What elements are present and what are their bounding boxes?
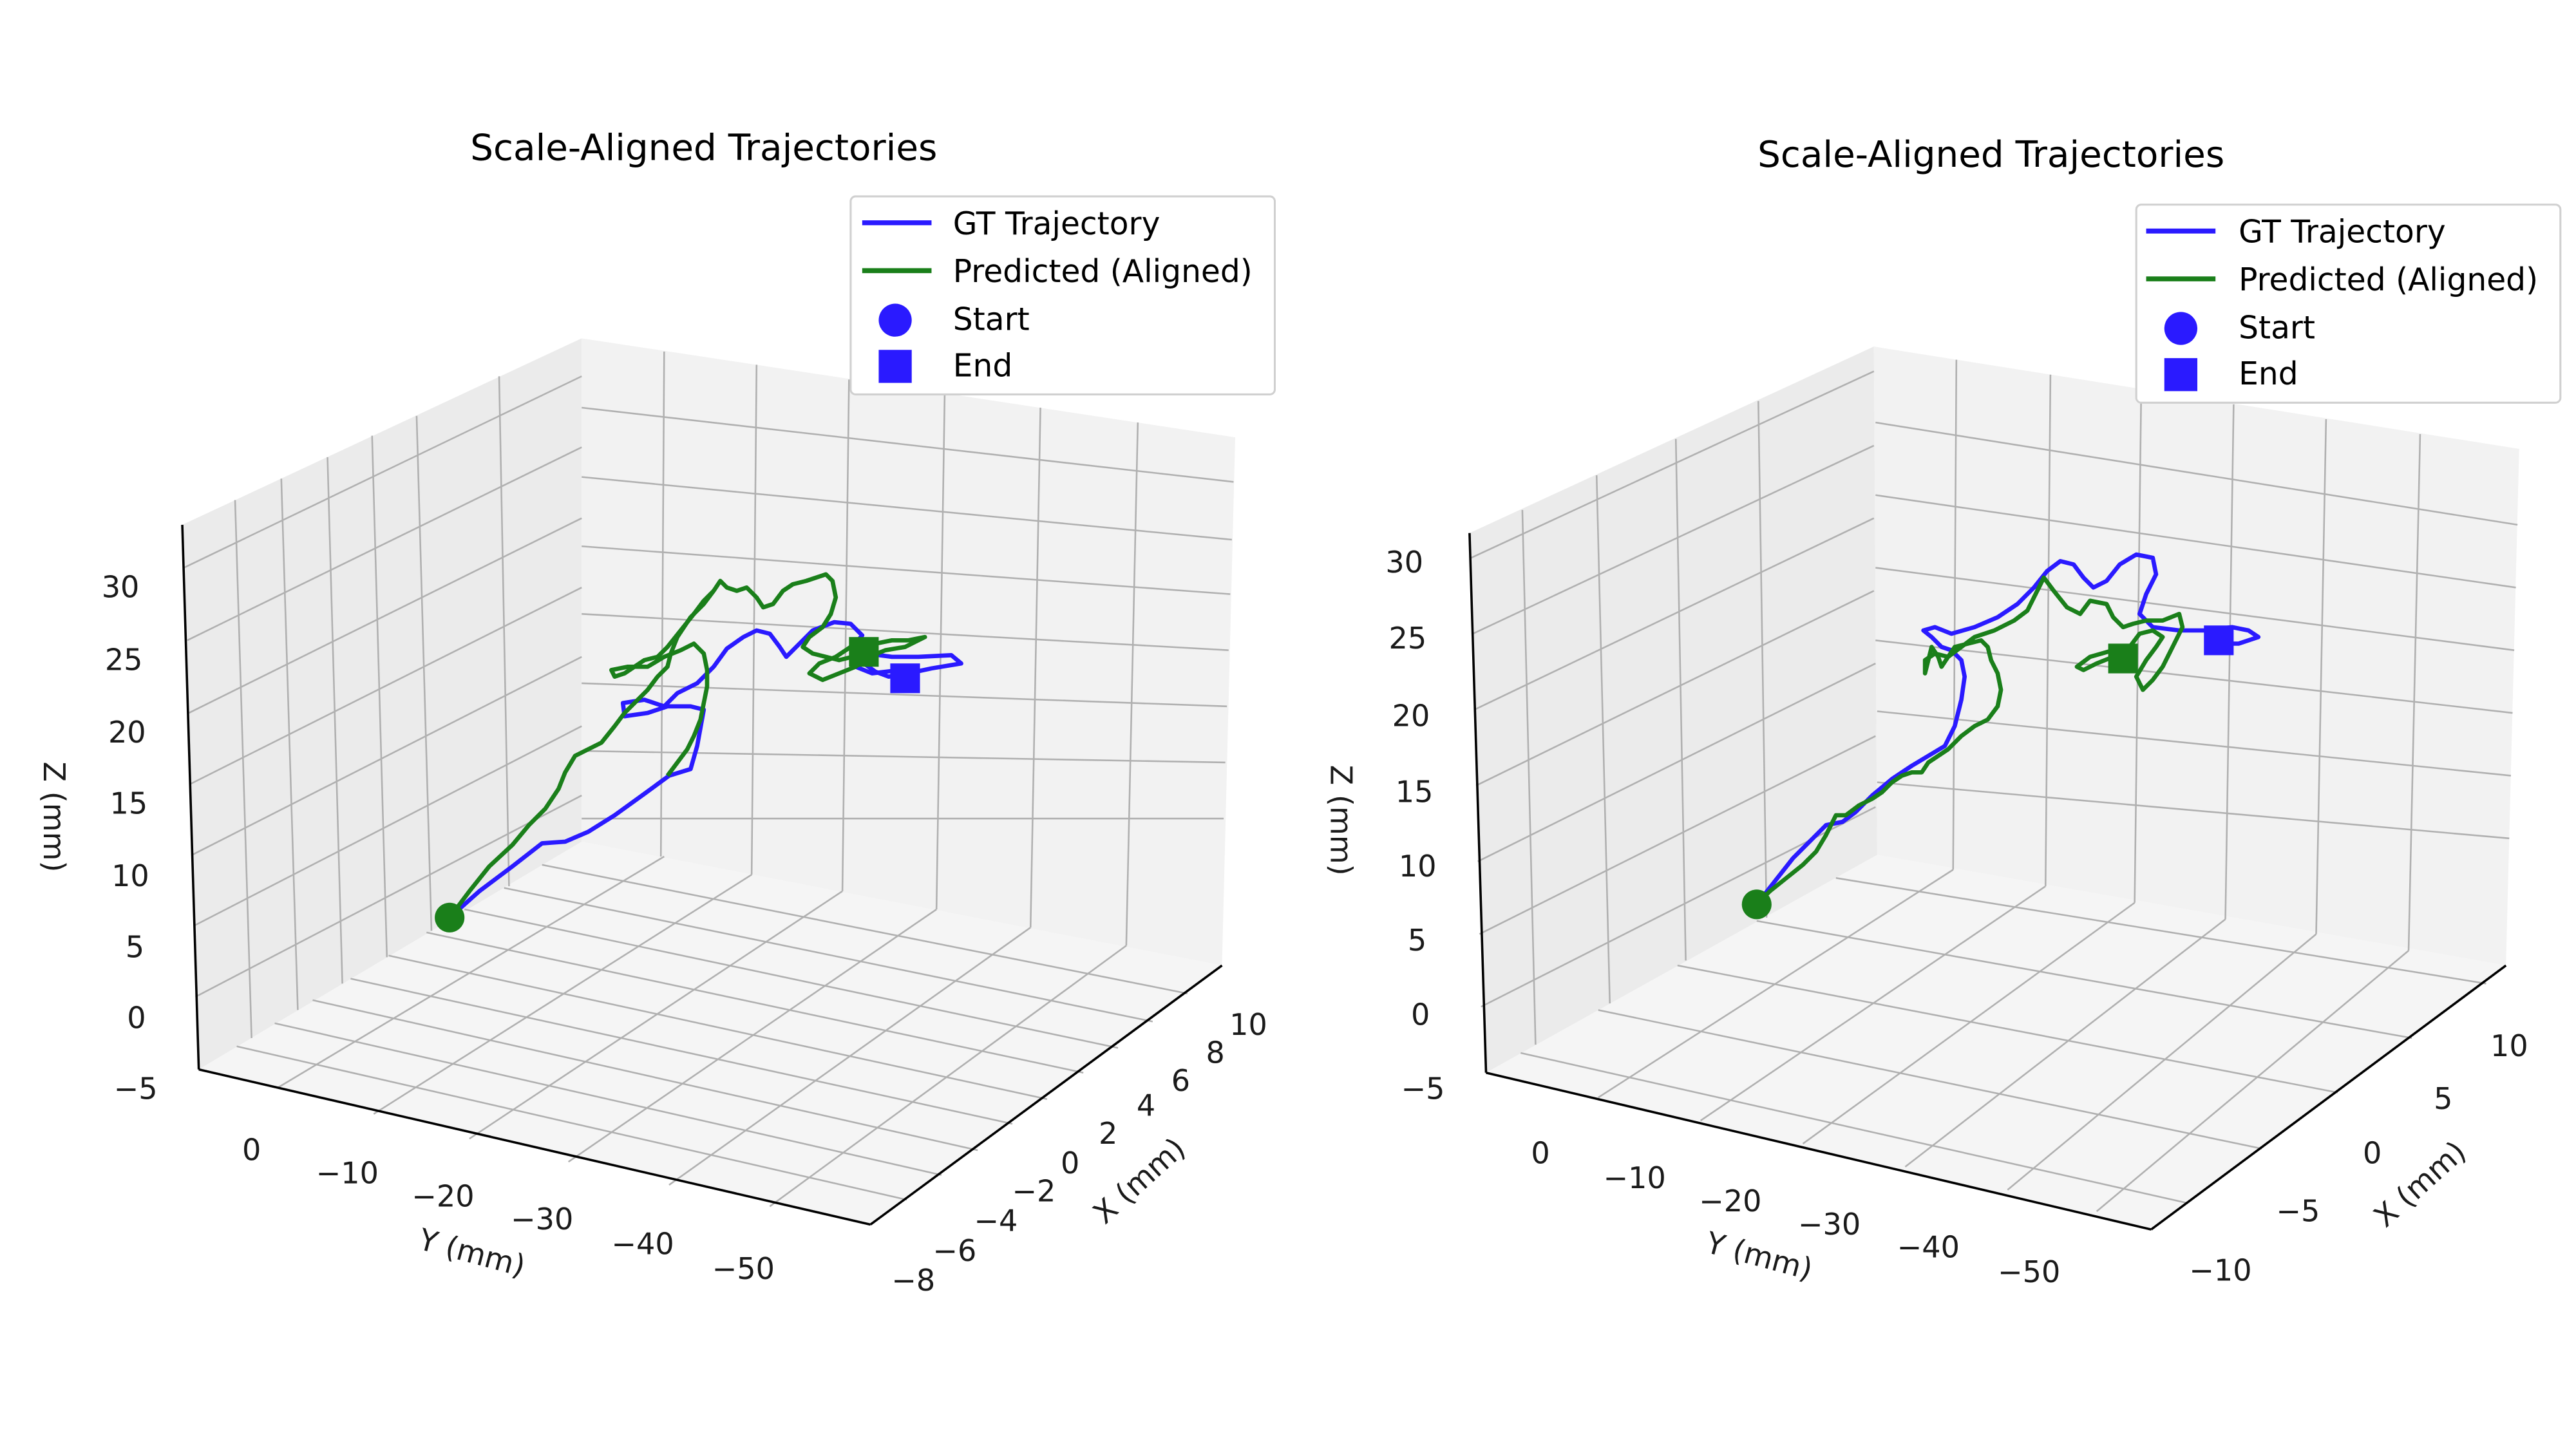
svg-text:5: 5	[126, 929, 144, 964]
svg-text:5: 5	[2434, 1081, 2452, 1116]
legend: GT Trajectory Predicted (Aligned) Start …	[849, 195, 1276, 396]
svg-text:0: 0	[127, 1001, 146, 1036]
svg-text:−20: −20	[1699, 1184, 1761, 1218]
end-marker-gt	[2204, 625, 2234, 656]
plot-right: Scale-Aligned Trajectories	[1324, 134, 2562, 1290]
pane-back	[582, 338, 1235, 966]
legend-start-label: Start	[953, 302, 1030, 338]
svg-text:−30: −30	[511, 1202, 573, 1236]
predicted-trajectory-branch	[609, 589, 715, 777]
legend-pred-label: Predicted (Aligned)	[2239, 262, 2538, 298]
svg-text:0: 0	[1411, 997, 1430, 1032]
svg-text:0: 0	[2363, 1136, 2382, 1171]
legend-end-label: End	[2239, 356, 2298, 392]
start-marker	[1741, 889, 1772, 920]
y-tick-labels: 0 −10 −20 −30 −40 −50	[242, 1133, 775, 1287]
svg-text:0: 0	[1061, 1146, 1079, 1180]
predicted-trajectory-line	[448, 572, 927, 919]
grid-lines	[1470, 359, 2518, 1212]
svg-text:−20: −20	[412, 1179, 474, 1213]
svg-text:20: 20	[108, 715, 146, 750]
x-axis-label: X (mm)	[2367, 1134, 2473, 1234]
legend-start-swatch	[878, 303, 912, 337]
svg-text:5: 5	[1408, 923, 1426, 958]
plot-title: Scale-Aligned Trajectories	[1757, 134, 2224, 176]
legend-start-swatch	[2164, 312, 2198, 345]
z-axis	[1468, 533, 1488, 1073]
z-tick-labels: 30 25 20 15 10 5 0 −5	[1385, 545, 1444, 1106]
svg-text:8: 8	[1206, 1035, 1225, 1070]
plot-left: Scale-Aligned Trajectories	[37, 128, 1276, 1298]
svg-text:10: 10	[1399, 849, 1437, 884]
gt-trajectory-line	[448, 620, 963, 920]
svg-text:−2: −2	[1012, 1174, 1056, 1209]
svg-text:−10: −10	[2189, 1253, 2251, 1288]
svg-text:30: 30	[1385, 545, 1423, 580]
pane-floor	[1486, 855, 2506, 1230]
svg-text:25: 25	[1389, 621, 1427, 656]
end-marker-pred	[2108, 643, 2138, 674]
svg-text:−50: −50	[1998, 1255, 2060, 1289]
svg-text:6: 6	[1171, 1063, 1190, 1098]
y-axis	[1486, 1071, 2152, 1231]
legend-end-swatch	[878, 350, 912, 383]
legend-gt-label: GT Trajectory	[2239, 214, 2446, 251]
svg-text:−40: −40	[611, 1227, 674, 1262]
svg-text:10: 10	[1229, 1007, 1267, 1042]
x-tick-labels: −8 −6 −4 −2 0 2 4 6 8 10	[891, 1007, 1267, 1298]
pane-floor	[198, 841, 1222, 1225]
svg-text:−5: −5	[114, 1072, 158, 1106]
pane-left	[1469, 346, 1877, 1073]
x-tick-labels: −10 −5 0 5 10	[2189, 1028, 2528, 1288]
legend-gt-label: GT Trajectory	[953, 206, 1160, 242]
svg-text:30: 30	[102, 570, 140, 605]
svg-text:−30: −30	[1798, 1207, 1861, 1242]
z-axis	[181, 524, 200, 1070]
svg-text:−6: −6	[933, 1233, 976, 1268]
y-axis	[198, 1068, 871, 1226]
svg-text:0: 0	[1531, 1136, 1549, 1171]
svg-text:4: 4	[1137, 1088, 1155, 1122]
svg-text:−5: −5	[1401, 1072, 1444, 1106]
legend-start-label: Start	[2239, 310, 2315, 346]
end-marker-pred	[849, 637, 879, 667]
svg-text:15: 15	[110, 786, 148, 820]
start-marker	[435, 902, 465, 933]
svg-text:10: 10	[2490, 1028, 2528, 1063]
plot-title: Scale-Aligned Trajectories	[470, 128, 937, 169]
svg-text:−5: −5	[2276, 1193, 2320, 1228]
legend-pred-label: Predicted (Aligned)	[953, 254, 1253, 290]
z-axis-label: Z (mm)	[37, 761, 71, 872]
z-axis-label: Z (mm)	[1324, 765, 1359, 876]
legend-end-label: End	[953, 348, 1013, 384]
grid-lines	[184, 351, 1234, 1208]
predicted-trajectory-line	[1755, 575, 2185, 906]
svg-text:25: 25	[105, 642, 143, 677]
svg-text:2: 2	[1099, 1116, 1117, 1151]
svg-text:10: 10	[111, 858, 149, 893]
x-axis	[2150, 964, 2507, 1231]
end-marker-gt	[890, 663, 920, 694]
y-tick-labels: 0 −10 −20 −30 −40 −50	[1531, 1136, 2060, 1290]
x-axis	[869, 964, 1223, 1226]
svg-text:−10: −10	[1603, 1160, 1665, 1195]
svg-text:−40: −40	[1897, 1230, 1960, 1265]
svg-text:0: 0	[242, 1133, 261, 1168]
svg-text:−50: −50	[712, 1251, 775, 1286]
svg-text:20: 20	[1392, 699, 1430, 734]
legend-end-swatch	[2164, 358, 2198, 392]
z-tick-labels: 30 25 20 15 10 5 0 −5	[102, 570, 158, 1106]
legend: GT Trajectory Predicted (Aligned) Start …	[2135, 204, 2562, 404]
pane-back	[1873, 346, 2519, 966]
svg-text:−4: −4	[974, 1204, 1018, 1238]
svg-text:−10: −10	[316, 1155, 379, 1190]
svg-text:−8: −8	[891, 1263, 935, 1298]
svg-text:15: 15	[1396, 774, 1434, 809]
